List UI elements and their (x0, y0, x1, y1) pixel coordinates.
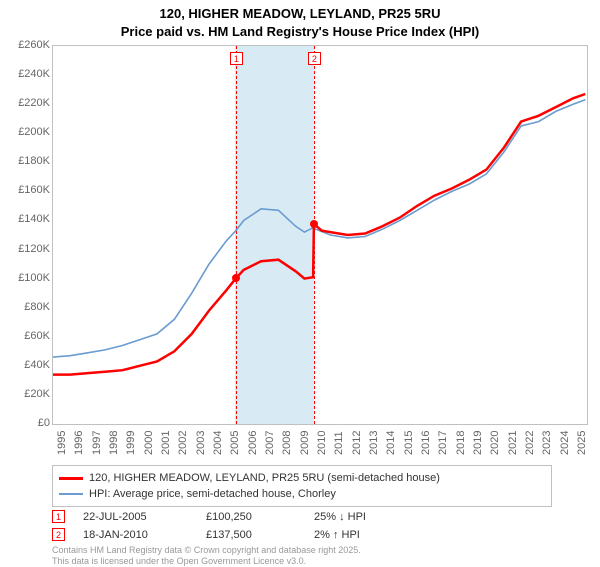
x-tick-label: 2009 (299, 431, 311, 455)
x-tick-label: 2012 (351, 431, 363, 455)
x-tick-label: 2017 (437, 431, 449, 455)
x-tick-label: 2019 (472, 431, 484, 455)
x-tick-label: 2005 (229, 431, 241, 455)
x-tick-label: 2000 (143, 431, 155, 455)
legend-label-property: 120, HIGHER MEADOW, LEYLAND, PR25 5RU (s… (89, 472, 440, 484)
x-tick-label: 2003 (195, 431, 207, 455)
y-tick-label: £220K (2, 97, 50, 109)
sale-point-1 (232, 274, 240, 282)
x-tick-label: 2024 (559, 431, 571, 455)
annotation-marker-2: 2 (52, 528, 65, 541)
x-tick-label: 2013 (368, 431, 380, 455)
x-tick-label: 2023 (541, 431, 553, 455)
x-tick-label: 2018 (455, 431, 467, 455)
y-tick-label: £40K (2, 359, 50, 371)
plot-area: 1 2 (52, 45, 588, 425)
y-tick-label: £180K (2, 155, 50, 167)
annotation-delta-1: 25% ↓ HPI (314, 511, 366, 523)
y-tick-label: £140K (2, 213, 50, 225)
property-line (53, 94, 585, 375)
x-tick-label: 2014 (385, 431, 397, 455)
x-tick-label: 1996 (73, 431, 85, 455)
annotation-marker-1: 1 (52, 510, 65, 523)
chart-title-address: 120, HIGHER MEADOW, LEYLAND, PR25 5RU (0, 6, 600, 21)
annotation-date-1: 22-JUL-2005 (83, 511, 188, 523)
x-tick-label: 2021 (507, 431, 519, 455)
annotation-delta-2: 2% ↑ HPI (314, 529, 360, 541)
y-tick-label: £120K (2, 243, 50, 255)
x-tick-label: 2022 (524, 431, 536, 455)
line-plot-svg (53, 46, 587, 424)
x-tick-label: 2007 (264, 431, 276, 455)
annotation-price-2: £137,500 (206, 529, 296, 541)
y-tick-label: £20K (2, 388, 50, 400)
x-tick-label: 2006 (247, 431, 259, 455)
annotation-row-2: 2 18-JAN-2010 £137,500 2% ↑ HPI (52, 528, 360, 541)
copyright-line-1: Contains HM Land Registry data © Crown c… (52, 545, 361, 556)
x-tick-label: 1997 (91, 431, 103, 455)
y-tick-label: £80K (2, 301, 50, 313)
y-tick-label: £240K (2, 68, 50, 80)
x-tick-label: 2020 (489, 431, 501, 455)
copyright-line-2: This data is licensed under the Open Gov… (52, 556, 361, 567)
x-tick-label: 1998 (108, 431, 120, 455)
x-tick-label: 2015 (403, 431, 415, 455)
y-tick-label: £160K (2, 184, 50, 196)
y-tick-label: £100K (2, 272, 50, 284)
y-tick-label: £60K (2, 330, 50, 342)
legend-row-hpi: HPI: Average price, semi-detached house,… (59, 486, 545, 502)
legend-swatch-red (59, 477, 83, 480)
chart-container: 120, HIGHER MEADOW, LEYLAND, PR25 5RU Pr… (0, 0, 600, 560)
annotation-row-1: 1 22-JUL-2005 £100,250 25% ↓ HPI (52, 510, 366, 523)
x-tick-label: 1995 (56, 431, 68, 455)
chart-subtitle: Price paid vs. HM Land Registry's House … (0, 24, 600, 39)
x-tick-label: 2010 (316, 431, 328, 455)
legend-swatch-blue (59, 493, 83, 495)
sale-point-2 (310, 220, 318, 228)
legend-row-property: 120, HIGHER MEADOW, LEYLAND, PR25 5RU (s… (59, 470, 545, 486)
annotation-date-2: 18-JAN-2010 (83, 529, 188, 541)
y-tick-label: £200K (2, 126, 50, 138)
x-tick-label: 2008 (281, 431, 293, 455)
x-tick-label: 2025 (576, 431, 588, 455)
legend-label-hpi: HPI: Average price, semi-detached house,… (89, 488, 336, 500)
x-tick-label: 2001 (160, 431, 172, 455)
x-tick-label: 1999 (125, 431, 137, 455)
y-tick-label: £260K (2, 39, 50, 51)
y-tick-label: £0 (2, 417, 50, 429)
x-tick-label: 2011 (333, 431, 345, 455)
x-tick-label: 2016 (420, 431, 432, 455)
copyright-notice: Contains HM Land Registry data © Crown c… (52, 545, 361, 567)
x-tick-label: 2004 (212, 431, 224, 455)
x-tick-label: 2002 (177, 431, 189, 455)
annotation-price-1: £100,250 (206, 511, 296, 523)
legend: 120, HIGHER MEADOW, LEYLAND, PR25 5RU (s… (52, 465, 552, 507)
